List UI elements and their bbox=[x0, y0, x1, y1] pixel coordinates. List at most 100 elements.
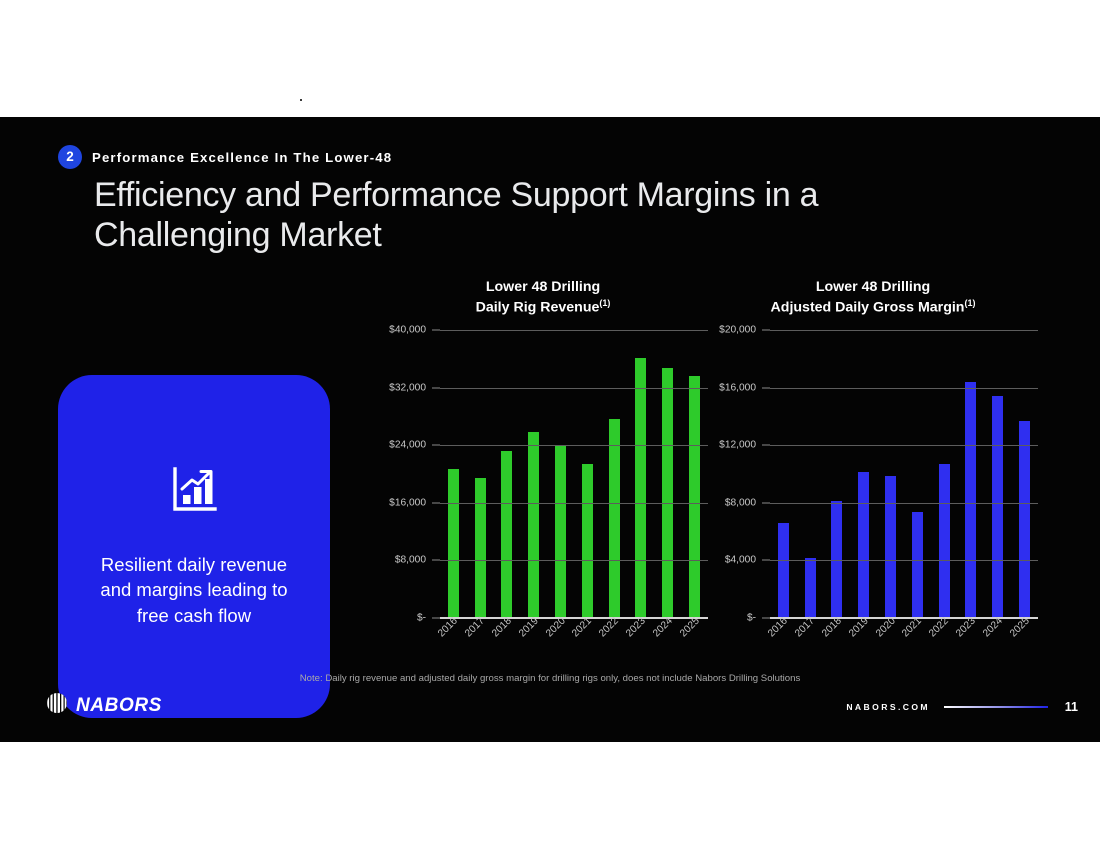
x-tick-label: 2022 bbox=[597, 615, 622, 640]
y-tick-label: $8,000 bbox=[724, 497, 756, 509]
slide-footer: NABORS NABORS.COM 11 bbox=[0, 674, 1100, 742]
y-tick-mark bbox=[432, 387, 440, 389]
chart-title-right: Lower 48 Drilling Adjusted Daily Gross M… bbox=[708, 277, 1038, 318]
chart-title-superscript: (1) bbox=[599, 298, 611, 309]
bar-series-left bbox=[440, 330, 708, 619]
gridline bbox=[440, 502, 708, 504]
page-number: 11 bbox=[1064, 700, 1078, 714]
bar-series-right bbox=[770, 330, 1038, 619]
x-tick-label: 2024 bbox=[650, 615, 675, 640]
chart-title-line1: Lower 48 Drilling bbox=[485, 279, 601, 295]
bar-2023 bbox=[965, 381, 977, 619]
gridline bbox=[770, 330, 1038, 332]
section-eyebrow-label: Performance Excellence In The Lower-48 bbox=[92, 149, 393, 165]
x-tick-label: 2020 bbox=[543, 615, 568, 640]
x-tick-label: 2023 bbox=[954, 615, 978, 640]
gridline bbox=[770, 502, 1038, 504]
x-tick-label: 2023 bbox=[624, 615, 648, 640]
footer-website-url: NABORS.COM bbox=[846, 702, 930, 712]
gridline bbox=[770, 560, 1038, 562]
bar-2025 bbox=[1019, 420, 1031, 619]
x-tick-label: 2017 bbox=[793, 615, 818, 640]
nabors-mark-icon bbox=[46, 692, 68, 719]
x-tick-slot: 2022 bbox=[597, 616, 621, 652]
x-tick-slot: 2022 bbox=[927, 616, 951, 652]
bar-2021 bbox=[911, 511, 923, 619]
chart-title-left: Lower 48 Drilling Daily Rig Revenue(1) bbox=[378, 277, 708, 318]
bar-2025 bbox=[689, 376, 701, 619]
x-tick-slot: 2019 bbox=[847, 616, 871, 652]
x-axis-labels-left: 2016 2017 2018 2019 2020 2021 2022 2023 2024 2025 bbox=[436, 615, 708, 652]
bar-2020 bbox=[555, 444, 567, 619]
bar-2019 bbox=[858, 471, 870, 619]
x-tick-slot: 2018 bbox=[490, 616, 514, 652]
y-tick-label: $32,000 bbox=[389, 382, 426, 394]
gridline bbox=[440, 330, 708, 332]
bar-2018 bbox=[831, 500, 843, 619]
x-tick-label: 2016 bbox=[436, 615, 461, 640]
bar-2024 bbox=[662, 368, 674, 619]
gridline bbox=[770, 445, 1038, 447]
x-tick-label: 2017 bbox=[463, 615, 488, 640]
x-tick-slot: 2024 bbox=[981, 616, 1005, 652]
bar-chart-growth-icon bbox=[170, 465, 218, 518]
y-tick-mark bbox=[762, 617, 770, 619]
gridline bbox=[440, 560, 708, 562]
x-tick-slot: 2025 bbox=[1008, 616, 1032, 652]
x-tick-slot: 2023 bbox=[954, 616, 978, 652]
y-tick-label: $16,000 bbox=[389, 497, 426, 509]
bar-2018 bbox=[501, 451, 513, 619]
chart-daily-rig-revenue: Lower 48 Drilling Daily Rig Revenue(1) $… bbox=[378, 277, 708, 652]
y-tick-label: $16,000 bbox=[719, 382, 756, 394]
bar-2017 bbox=[474, 477, 486, 619]
x-tick-slot: 2021 bbox=[570, 616, 594, 652]
x-tick-label: 2018 bbox=[820, 615, 844, 640]
y-tick-mark bbox=[762, 444, 770, 446]
chart-title-line1: Lower 48 Drilling bbox=[815, 279, 931, 295]
gridline bbox=[440, 445, 708, 447]
y-tick-label: $20,000 bbox=[719, 324, 756, 336]
nabors-wordmark: NABORS bbox=[76, 694, 162, 716]
y-axis-labels-right: $- $4,000 $8,000 $12,000 $16,000 $20,000 bbox=[708, 325, 762, 624]
bar-2016 bbox=[447, 469, 459, 619]
y-tick-label: $- bbox=[746, 612, 756, 624]
x-tick-slot: 2023 bbox=[624, 616, 648, 652]
x-tick-slot: 2024 bbox=[651, 616, 675, 652]
plot-area-right bbox=[770, 330, 1038, 619]
section-number-badge: 2 bbox=[58, 145, 82, 169]
y-tick-label: $24,000 bbox=[389, 439, 426, 451]
bar-2024 bbox=[992, 395, 1004, 619]
callout-text: Resilient daily revenue and margins lead… bbox=[100, 553, 288, 626]
x-tick-label: 2022 bbox=[927, 615, 952, 640]
x-tick-slot: 2019 bbox=[517, 616, 541, 652]
bar-2016 bbox=[777, 523, 789, 619]
chart-title-line2: Daily Rig Revenue bbox=[475, 299, 600, 316]
y-tick-label: $- bbox=[416, 612, 426, 624]
presentation-slide: 2 Performance Excellence In The Lower-48… bbox=[0, 117, 1100, 742]
bar-2020 bbox=[885, 476, 897, 619]
y-tick-mark bbox=[432, 444, 440, 446]
x-tick-label: 2025 bbox=[677, 615, 702, 640]
x-axis-line bbox=[440, 617, 708, 619]
section-eyebrow: 2 Performance Excellence In The Lower-48 bbox=[58, 145, 392, 169]
y-tick-mark bbox=[432, 502, 440, 504]
nabors-logo: NABORS bbox=[46, 692, 162, 719]
bar-2023 bbox=[635, 358, 647, 619]
x-tick-label: 2019 bbox=[516, 615, 541, 640]
x-tick-label: 2025 bbox=[1007, 615, 1032, 640]
page-title: Efficiency and Performance Support Margi… bbox=[94, 176, 819, 254]
x-tick-label: 2021 bbox=[570, 615, 595, 640]
chart-title-line2: Adjusted Daily Gross Margin bbox=[770, 299, 965, 316]
x-tick-slot: 2020 bbox=[874, 616, 898, 652]
x-tick-slot: 2017 bbox=[793, 616, 817, 652]
stray-mark bbox=[300, 99, 302, 101]
y-tick-label: $12,000 bbox=[719, 439, 756, 451]
footer-meta: NABORS.COM 11 bbox=[846, 700, 1078, 714]
footer-divider-rule bbox=[944, 706, 1048, 708]
y-tick-mark bbox=[432, 329, 440, 331]
x-tick-label: 2021 bbox=[900, 615, 925, 640]
chart-title-superscript: (1) bbox=[964, 298, 976, 309]
y-tick-mark bbox=[762, 559, 770, 561]
footnote-text: Note: Daily rig revenue and adjusted dai… bbox=[299, 673, 801, 684]
y-tick-label: $8,000 bbox=[394, 554, 426, 566]
